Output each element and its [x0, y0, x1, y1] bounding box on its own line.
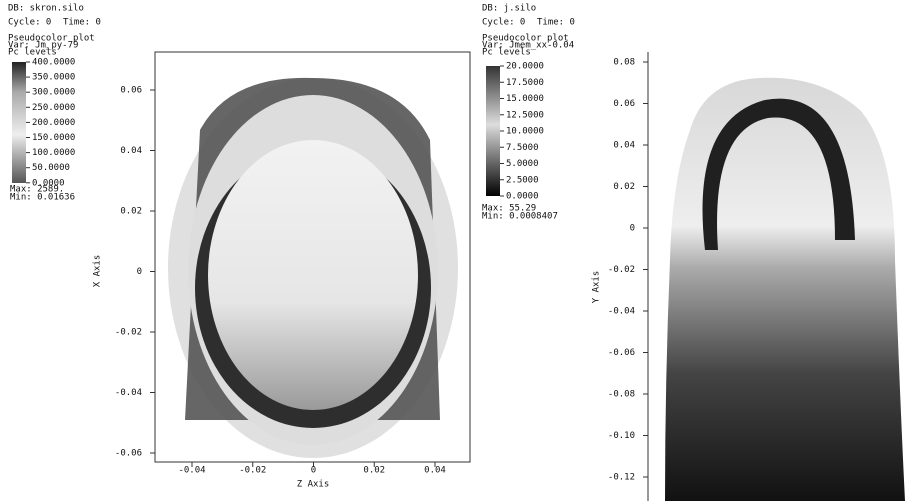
y-tick-label: -0.02: [115, 328, 142, 338]
x-tick-label: 0.02: [363, 466, 385, 476]
x-tick-label: -0.04: [178, 466, 205, 476]
cycle-label: Cycle: 0: [482, 18, 525, 28]
y-tick-label: 0.04: [120, 146, 142, 156]
y-tick-label: -0.08: [608, 390, 635, 400]
legend-label: 17.5000: [506, 78, 544, 88]
y-tick-label: 0.06: [120, 86, 142, 96]
legend-label: 2.5000: [506, 175, 539, 185]
db-label: DB: j.silo: [482, 4, 536, 14]
legend-label: 350.0000: [32, 73, 75, 83]
legend-label: 150.0000: [32, 133, 75, 143]
y-tick-label: 0.02: [120, 207, 142, 217]
levels-label: Pc levels: [482, 48, 531, 58]
y-axis-title: Y Axis: [592, 271, 602, 304]
y-tick-label: 0: [137, 267, 142, 277]
right-plot-surface: [665, 78, 905, 501]
y-tick-label: 0: [630, 224, 635, 234]
y-tick-label: -0.04: [608, 307, 635, 317]
legend-label: 20.0000: [506, 62, 544, 72]
min-label: Min: 0.01636: [10, 193, 75, 203]
y-tick-label: -0.04: [115, 388, 142, 398]
legend-label: 12.5000: [506, 110, 544, 120]
y-tick-label: -0.12: [608, 473, 635, 483]
legend-label: 10.0000: [506, 127, 544, 137]
y-tick-label: -0.10: [608, 431, 635, 441]
cycle-label: Cycle: 0: [8, 18, 51, 28]
right-colorbar: [486, 66, 500, 196]
levels-label: Pc levels: [8, 48, 57, 58]
legend-label: 15.0000: [506, 94, 544, 104]
time-label: Time: 0: [537, 18, 575, 28]
left-colorbar: [12, 62, 26, 183]
legend-label: 7.5000: [506, 143, 539, 153]
x-tick-label: 0: [311, 466, 316, 476]
y-axis-title: X Axis: [93, 255, 103, 288]
left-plot-surface: [168, 78, 458, 458]
min-label: Min: 0.0008407: [482, 212, 558, 222]
legend-label: 250.0000: [32, 103, 75, 113]
visit-window: DB: skron.siloCycle: 0Time: 0Pseudocolor…: [0, 0, 914, 501]
legend-label: 300.0000: [32, 88, 75, 98]
x-tick-label: 0.04: [424, 466, 446, 476]
y-tick-label: -0.06: [608, 348, 635, 358]
y-tick-label: 0.04: [613, 141, 635, 151]
y-tick-label: 0.06: [613, 99, 635, 109]
legend-label: 5.0000: [506, 159, 539, 169]
y-tick-label: 0.02: [613, 182, 635, 192]
x-axis-title: Z Axis: [297, 480, 330, 490]
y-tick-label: -0.06: [115, 449, 142, 459]
legend-label: 0.0000: [506, 192, 539, 202]
time-label: Time: 0: [63, 18, 101, 28]
legend-label: 100.0000: [32, 148, 75, 158]
db-label: DB: skron.silo: [8, 4, 84, 14]
legend-label: 50.0000: [32, 163, 70, 173]
x-tick-label: -0.02: [239, 466, 266, 476]
legend-label: 400.0000: [32, 58, 75, 68]
y-tick-label: 0.08: [613, 58, 635, 68]
legend-label: 200.0000: [32, 118, 75, 128]
y-tick-label: -0.02: [608, 265, 635, 275]
